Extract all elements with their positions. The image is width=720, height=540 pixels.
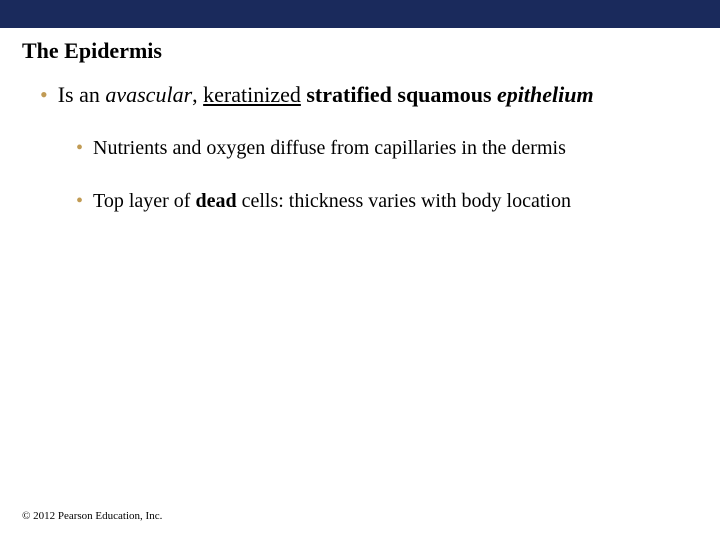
bullet-icon: •	[40, 82, 48, 108]
title-area: The Epidermis	[0, 28, 720, 82]
header-bar	[0, 0, 720, 28]
copyright-footer: © 2012 Pearson Education, Inc.	[22, 510, 162, 522]
bullet-text: Is an avascular, keratinized stratified …	[58, 82, 594, 108]
text-bold: dead	[195, 190, 236, 212]
bullet-icon: •	[76, 136, 83, 161]
bullet-text: Nutrients and oxygen diffuse from capill…	[93, 136, 566, 161]
bullet-level2: • Top layer of dead cells: thickness var…	[22, 189, 698, 214]
text-italic: avascular	[105, 82, 192, 107]
text-run: cells: thickness varies with body locati…	[237, 190, 571, 212]
slide-title: The Epidermis	[22, 38, 698, 64]
bullet-level2: • Nutrients and oxygen diffuse from capi…	[22, 136, 698, 161]
text-run: ,	[192, 82, 203, 107]
text-italic-bold: epithelium	[497, 82, 594, 107]
text-run: Is an	[58, 82, 106, 107]
text-underline: keratinized	[203, 82, 301, 107]
text-bold: stratified squamous	[306, 82, 491, 107]
content-area: • Is an avascular, keratinized stratifie…	[0, 82, 720, 214]
text-run: Top layer of	[93, 190, 195, 212]
bullet-icon: •	[76, 189, 83, 214]
bullet-text: Top layer of dead cells: thickness varie…	[93, 189, 571, 214]
bullet-level1: • Is an avascular, keratinized stratifie…	[22, 82, 698, 108]
